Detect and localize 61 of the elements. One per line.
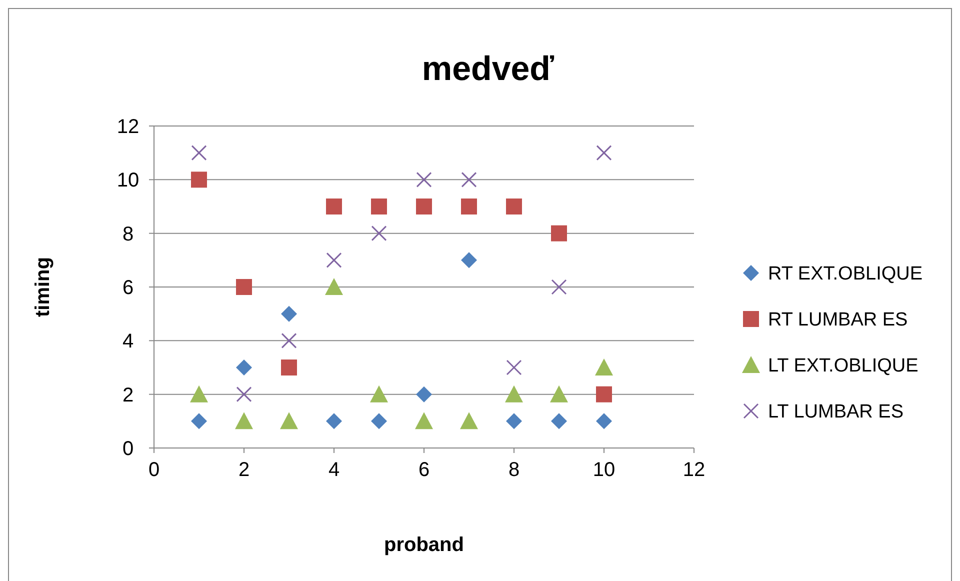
- y-tick-label: 0: [122, 438, 134, 460]
- point: [190, 385, 208, 402]
- point: [505, 385, 523, 402]
- point: [191, 413, 207, 430]
- point: [236, 386, 252, 402]
- point: [596, 386, 612, 402]
- point: [326, 413, 342, 430]
- point: [551, 413, 567, 430]
- point: [460, 412, 478, 430]
- point: [506, 360, 522, 376]
- chart-title: medveď: [422, 50, 555, 88]
- point: [281, 332, 297, 348]
- point: [191, 172, 207, 188]
- point: [281, 360, 297, 376]
- legend-label: LT LUMBAR ES: [768, 402, 904, 423]
- x-tick-label: 4: [328, 459, 340, 481]
- point: [415, 412, 433, 430]
- x-tick-label: 6: [418, 459, 430, 481]
- y-tick-label: 8: [122, 223, 134, 246]
- point: [325, 278, 343, 295]
- point: [416, 198, 432, 214]
- point: [326, 198, 342, 214]
- point: [281, 306, 297, 322]
- point: [191, 145, 207, 161]
- legend-label: RT LUMBAR ES: [768, 310, 908, 331]
- point: [461, 252, 477, 268]
- point: [461, 172, 477, 188]
- point: [416, 386, 432, 402]
- point: [371, 226, 387, 242]
- y-tick-label: 4: [122, 330, 134, 353]
- point: [416, 172, 432, 188]
- y-tick-label: 2: [122, 384, 134, 406]
- y-tick-label: 12: [116, 116, 140, 138]
- point: [596, 145, 612, 161]
- point: [461, 198, 477, 214]
- point: [371, 413, 387, 430]
- point: [280, 412, 298, 430]
- x-tick-label: 8: [508, 459, 520, 481]
- y-tick-label: 10: [116, 170, 140, 192]
- x-tick-label: 12: [682, 459, 706, 481]
- point: [550, 385, 568, 402]
- point: [236, 279, 252, 295]
- point: [371, 198, 387, 214]
- y-tick-label: 6: [122, 277, 134, 299]
- point: [506, 413, 522, 430]
- y-axis-title: timing: [32, 257, 54, 317]
- legend-label: RT EXT.OBLIQUE: [768, 264, 923, 285]
- x-tick-label: 2: [238, 459, 250, 481]
- point: [370, 385, 388, 402]
- point: [235, 412, 253, 430]
- point: [551, 279, 567, 295]
- point: [326, 252, 342, 268]
- x-tick-label: 0: [148, 459, 160, 481]
- point: [236, 360, 252, 376]
- point: [551, 225, 567, 242]
- point: [506, 198, 522, 214]
- point: [596, 413, 612, 430]
- point: [595, 358, 613, 376]
- x-tick-label: 10: [592, 459, 616, 481]
- legend-label: LT EXT.OBLIQUE: [768, 356, 918, 377]
- x-axis-title: proband: [384, 534, 464, 556]
